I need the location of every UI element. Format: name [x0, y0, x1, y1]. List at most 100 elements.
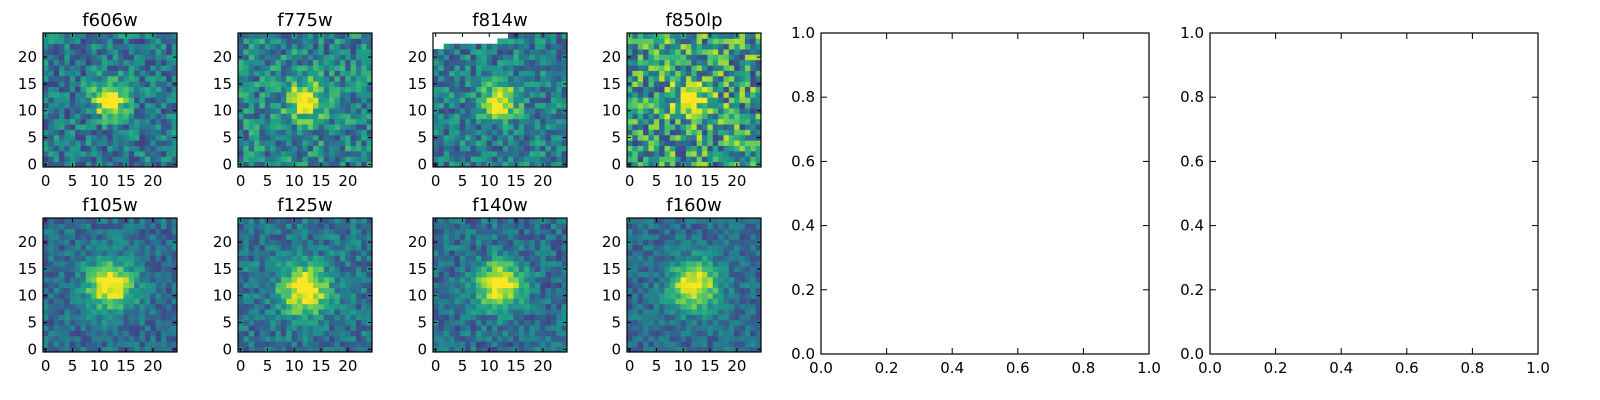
heatmap-cell: [443, 70, 450, 77]
heatmap-cell: [166, 134, 173, 141]
y-tick-label: 20: [213, 233, 232, 251]
heatmap-cell: [637, 341, 644, 348]
heatmap-cell: [75, 70, 81, 77]
heatmap-cell: [443, 49, 450, 55]
heatmap-cell: [680, 287, 687, 294]
heatmap-cell: [91, 271, 97, 278]
heatmap-cell: [545, 250, 552, 256]
heatmap-cell: [470, 65, 477, 71]
heatmap-cell: [685, 54, 692, 61]
heatmap-cell: [540, 271, 546, 278]
heatmap-cell: [632, 293, 639, 299]
heatmap-cell: [653, 129, 660, 136]
heatmap-cell: [128, 65, 135, 71]
heatmap-cell: [254, 145, 260, 152]
heatmap-cell: [508, 260, 514, 267]
heatmap-cell: [680, 49, 687, 55]
heatmap-cell: [653, 38, 660, 45]
heatmap-cell: [101, 38, 108, 45]
heatmap-cell: [323, 124, 330, 130]
heatmap-cell: [345, 75, 351, 82]
heatmap-cell: [475, 260, 482, 267]
heatmap-cell: [637, 65, 644, 71]
heatmap-cell: [449, 271, 455, 278]
heatmap-cell: [280, 33, 287, 39]
heatmap-cell: [739, 134, 746, 141]
heatmap-cell: [366, 276, 373, 283]
heatmap-cell: [53, 303, 60, 310]
heatmap-cell: [334, 282, 341, 289]
heatmap-cell: [648, 140, 655, 146]
heatmap-cell: [139, 54, 146, 61]
heatmap-cell: [123, 293, 130, 299]
heatmap-cell: [497, 145, 504, 152]
heatmap-cell: [270, 54, 276, 61]
heatmap-cell: [718, 49, 724, 55]
heatmap-cell: [491, 134, 498, 141]
heatmap-cell: [323, 218, 330, 224]
x-tick-label: 15: [312, 357, 331, 375]
heatmap-cell: [691, 303, 698, 310]
heatmap-cell: [728, 145, 735, 152]
heatmap-cell: [675, 75, 681, 82]
heatmap-cell: [361, 271, 368, 278]
heatmap-cell: [540, 49, 546, 55]
heatmap-cell: [275, 70, 282, 77]
heatmap-cell: [339, 223, 346, 230]
heatmap-cell: [275, 33, 282, 39]
heatmap-cell: [64, 33, 71, 39]
heatmap-cell: [302, 341, 309, 348]
heatmap-cell: [702, 108, 708, 114]
heatmap-cell: [718, 314, 724, 321]
heatmap-cell: [454, 113, 461, 120]
heatmap-cell: [280, 303, 287, 310]
heatmap-cell: [302, 239, 309, 246]
heatmap-cell: [307, 309, 314, 315]
heatmap-cell: [259, 346, 266, 353]
heatmap-cell: [659, 325, 665, 331]
heatmap-cell: [486, 156, 493, 163]
heatmap-cell: [518, 228, 525, 235]
heatmap-cell: [491, 70, 498, 77]
heatmap-cell: [702, 81, 708, 87]
heatmap-cell: [648, 33, 655, 39]
heatmap-cell: [134, 70, 140, 77]
heatmap-cell: [345, 54, 351, 61]
heatmap-cell: [150, 140, 156, 146]
heatmap-cell: [540, 70, 546, 77]
heatmap-cell: [702, 75, 708, 82]
heatmap-cell: [280, 43, 287, 50]
heatmap-cell: [243, 140, 250, 146]
heatmap-cell: [513, 341, 520, 348]
heatmap-cell: [134, 102, 140, 109]
heatmap-cell: [454, 145, 461, 152]
heatmap-cell: [366, 223, 373, 230]
heatmap-cell: [128, 234, 135, 240]
heatmap-cell: [438, 145, 445, 152]
heatmap-cell: [64, 346, 71, 353]
heatmap-cell: [313, 38, 319, 45]
heatmap-cell: [470, 228, 477, 235]
heatmap-cell: [150, 298, 156, 305]
heatmap-cell: [685, 129, 692, 136]
heatmap-cell: [69, 59, 76, 66]
heatmap-cell: [361, 134, 368, 141]
heatmap-cell: [101, 161, 108, 168]
heatmap-cell: [691, 97, 698, 104]
heatmap-cell: [449, 129, 455, 136]
heatmap-cell: [248, 341, 255, 348]
heatmap-cell: [497, 38, 504, 45]
heatmap-cell: [313, 335, 319, 342]
heatmap-cell: [508, 330, 514, 337]
heatmap-cell: [112, 108, 119, 114]
heatmap-cell: [361, 108, 368, 114]
heatmap-cell: [171, 244, 178, 251]
heatmap-cell: [669, 335, 676, 342]
heatmap-cell: [91, 91, 97, 98]
heatmap-cell: [481, 129, 487, 136]
heatmap-cell: [459, 124, 466, 130]
heatmap-cell: [139, 91, 146, 98]
heatmap-cell: [171, 218, 178, 224]
heatmap-cell: [259, 124, 266, 130]
heatmap-cell: [529, 287, 536, 294]
